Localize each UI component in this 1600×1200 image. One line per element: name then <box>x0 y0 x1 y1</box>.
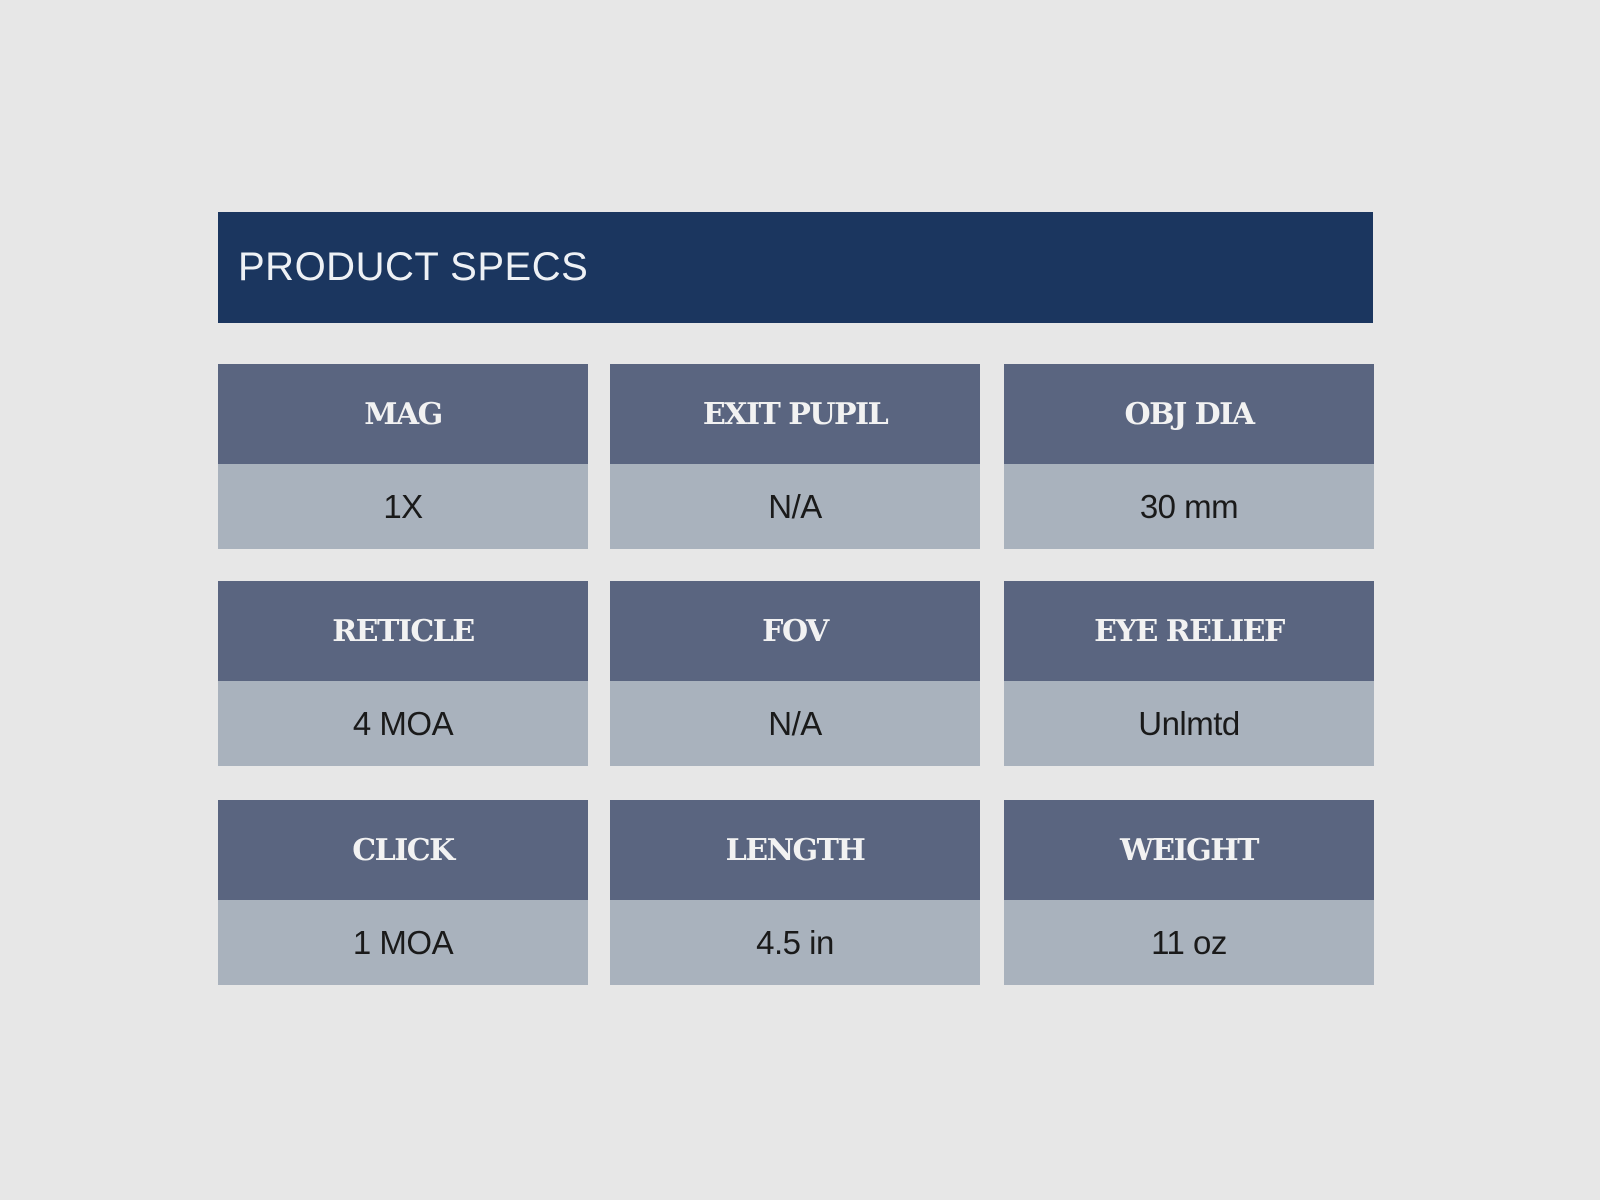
spec-label: EXIT PUPIL <box>610 364 980 464</box>
spec-label: WEIGHT <box>1004 800 1374 900</box>
spec-value: 4.5 in <box>610 900 980 985</box>
spec-value: 30 mm <box>1004 464 1374 549</box>
spec-value: 11 oz <box>1004 900 1374 985</box>
spec-cell-obj-dia: OBJ DIA 30 mm <box>1004 364 1374 549</box>
page-title: PRODUCT SPECS <box>238 245 589 289</box>
spec-value: 1 MOA <box>218 900 588 985</box>
spec-label: FOV <box>610 581 980 681</box>
spec-cell-click: CLICK 1 MOA <box>218 800 588 985</box>
spec-value: Unlmtd <box>1004 681 1374 766</box>
spec-cell-exit-pupil: EXIT PUPIL N/A <box>610 364 980 549</box>
spec-cell-eye-relief: EYE RELIEF Unlmtd <box>1004 581 1374 766</box>
specs-banner: PRODUCT SPECS <box>218 212 1373 323</box>
spec-label: MAG <box>218 364 588 464</box>
spec-cell-reticle: RETICLE 4 MOA <box>218 581 588 766</box>
spec-label: LENGTH <box>610 800 980 900</box>
spec-value: 1X <box>218 464 588 549</box>
spec-cell-fov: FOV N/A <box>610 581 980 766</box>
spec-value: 4 MOA <box>218 681 588 766</box>
spec-value: N/A <box>610 681 980 766</box>
spec-cell-weight: WEIGHT 11 oz <box>1004 800 1374 985</box>
spec-cell-mag: MAG 1X <box>218 364 588 549</box>
spec-cell-length: LENGTH 4.5 in <box>610 800 980 985</box>
spec-label: RETICLE <box>218 581 588 681</box>
spec-label: CLICK <box>218 800 588 900</box>
spec-value: N/A <box>610 464 980 549</box>
spec-label: EYE RELIEF <box>1004 581 1374 681</box>
spec-label: OBJ DIA <box>1004 364 1374 464</box>
